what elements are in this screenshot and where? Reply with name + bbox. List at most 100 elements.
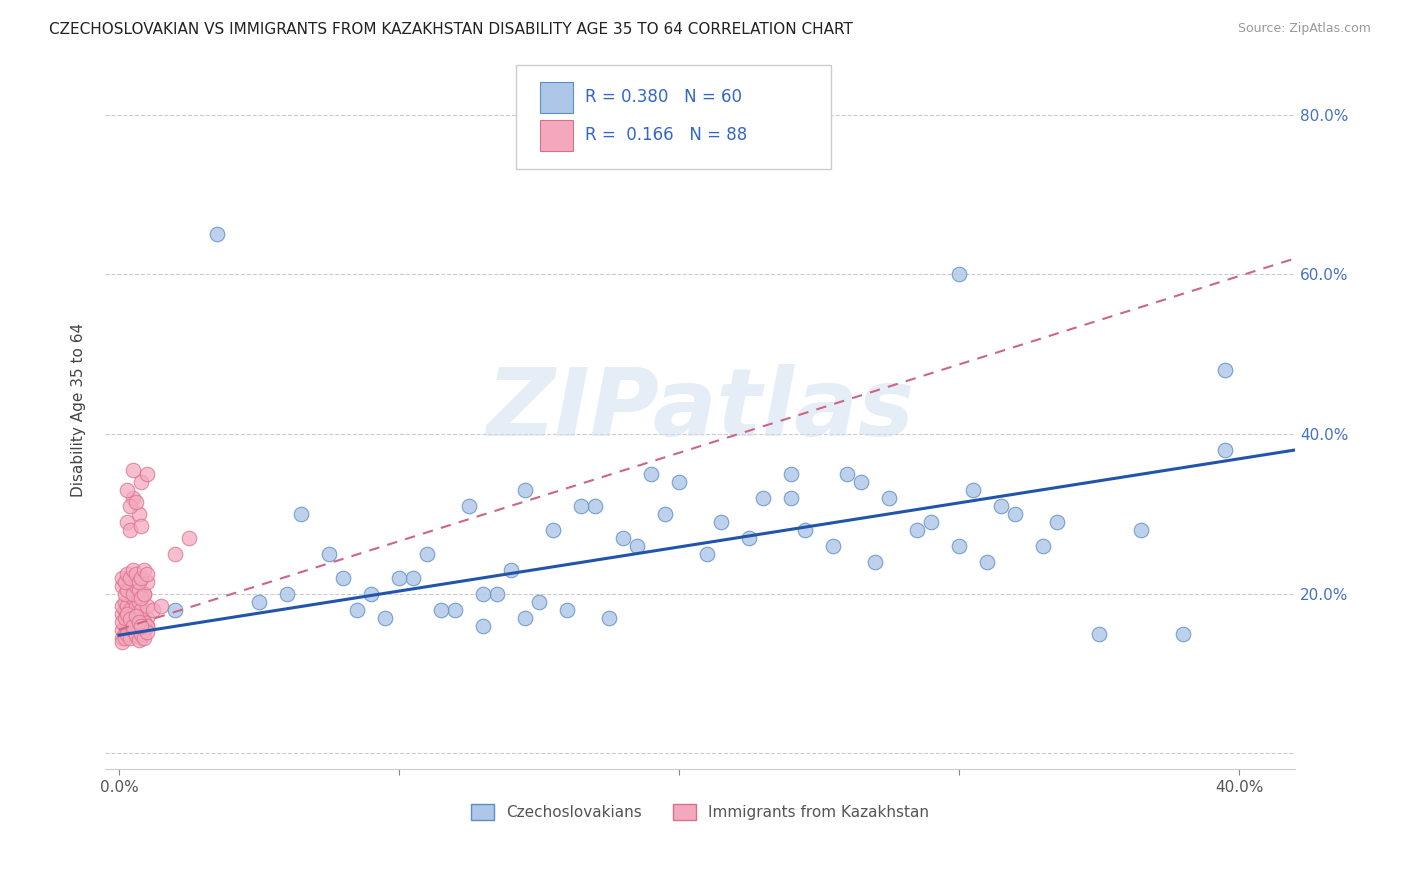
Text: ZIPatlas: ZIPatlas bbox=[486, 364, 914, 456]
Point bbox=[114, 618, 136, 632]
Point bbox=[120, 612, 142, 626]
Point bbox=[120, 574, 142, 589]
Point bbox=[710, 515, 733, 529]
Point bbox=[136, 618, 159, 632]
Point bbox=[402, 571, 425, 585]
Point bbox=[134, 563, 156, 577]
Point bbox=[128, 615, 150, 629]
Point bbox=[131, 591, 153, 605]
Point bbox=[823, 539, 845, 553]
Point bbox=[598, 610, 620, 624]
Point bbox=[1130, 523, 1153, 537]
Point bbox=[128, 507, 150, 521]
Point bbox=[374, 610, 396, 624]
Point bbox=[125, 579, 148, 593]
Point bbox=[515, 610, 537, 624]
Point bbox=[962, 483, 984, 497]
Point bbox=[125, 618, 148, 632]
Point bbox=[128, 582, 150, 597]
Point bbox=[114, 594, 136, 608]
Legend: Czechoslovakians, Immigrants from Kazakhstan: Czechoslovakians, Immigrants from Kazakh… bbox=[465, 798, 935, 826]
Point bbox=[247, 594, 270, 608]
Point bbox=[131, 626, 153, 640]
Point bbox=[122, 563, 145, 577]
Point bbox=[120, 631, 142, 645]
Point bbox=[142, 602, 165, 616]
Text: CZECHOSLOVAKIAN VS IMMIGRANTS FROM KAZAKHSTAN DISABILITY AGE 35 TO 64 CORRELATIO: CZECHOSLOVAKIAN VS IMMIGRANTS FROM KAZAK… bbox=[49, 22, 853, 37]
Point bbox=[134, 623, 156, 637]
Point bbox=[527, 594, 550, 608]
Point bbox=[472, 618, 495, 632]
Point bbox=[1215, 442, 1237, 457]
Point bbox=[136, 467, 159, 481]
Point bbox=[136, 618, 159, 632]
Point bbox=[430, 602, 453, 616]
Point bbox=[976, 555, 998, 569]
Point bbox=[125, 599, 148, 613]
Point bbox=[851, 475, 873, 489]
Point bbox=[111, 571, 134, 585]
Point bbox=[163, 602, 186, 616]
Point bbox=[122, 607, 145, 621]
Point bbox=[131, 631, 153, 645]
Text: R =  0.166   N = 88: R = 0.166 N = 88 bbox=[585, 127, 747, 145]
Point bbox=[752, 491, 775, 505]
Point bbox=[125, 566, 148, 581]
Point bbox=[114, 631, 136, 645]
Point bbox=[128, 594, 150, 608]
Text: Source: ZipAtlas.com: Source: ZipAtlas.com bbox=[1237, 22, 1371, 36]
Point bbox=[136, 574, 159, 589]
Point bbox=[794, 523, 817, 537]
Point bbox=[1004, 507, 1026, 521]
Point bbox=[458, 499, 481, 513]
Point bbox=[117, 610, 139, 624]
Point bbox=[111, 634, 134, 648]
Point bbox=[111, 631, 134, 645]
Point bbox=[865, 555, 887, 569]
Point bbox=[134, 631, 156, 645]
Point bbox=[654, 507, 676, 521]
Point bbox=[131, 518, 153, 533]
Point bbox=[332, 571, 354, 585]
Point bbox=[920, 515, 942, 529]
FancyBboxPatch shape bbox=[516, 65, 831, 169]
Point bbox=[134, 615, 156, 629]
Point bbox=[131, 571, 153, 585]
Point bbox=[120, 620, 142, 634]
Text: R = 0.380   N = 60: R = 0.380 N = 60 bbox=[585, 88, 742, 106]
Point bbox=[120, 602, 142, 616]
Point bbox=[360, 587, 382, 601]
Point bbox=[117, 615, 139, 629]
Point bbox=[640, 467, 662, 481]
Point bbox=[555, 602, 578, 616]
Point bbox=[117, 607, 139, 621]
FancyBboxPatch shape bbox=[540, 81, 572, 113]
Point bbox=[128, 574, 150, 589]
Point bbox=[1215, 363, 1237, 377]
Point bbox=[136, 610, 159, 624]
Point bbox=[120, 571, 142, 585]
Point bbox=[290, 507, 312, 521]
Point bbox=[125, 628, 148, 642]
Point bbox=[125, 624, 148, 639]
Point bbox=[125, 609, 148, 624]
Point bbox=[122, 587, 145, 601]
FancyBboxPatch shape bbox=[540, 120, 572, 152]
Point bbox=[205, 227, 228, 242]
Point bbox=[111, 579, 134, 593]
Point bbox=[114, 574, 136, 589]
Point bbox=[122, 618, 145, 632]
Point bbox=[122, 463, 145, 477]
Point bbox=[117, 623, 139, 637]
Point bbox=[120, 628, 142, 642]
Point bbox=[136, 624, 159, 639]
Point bbox=[136, 566, 159, 581]
Point bbox=[541, 523, 564, 537]
Point bbox=[134, 587, 156, 601]
Point bbox=[346, 602, 368, 616]
Point bbox=[948, 267, 970, 281]
Point bbox=[131, 602, 153, 616]
Point bbox=[114, 587, 136, 601]
Point bbox=[111, 599, 134, 613]
Point bbox=[111, 615, 134, 629]
